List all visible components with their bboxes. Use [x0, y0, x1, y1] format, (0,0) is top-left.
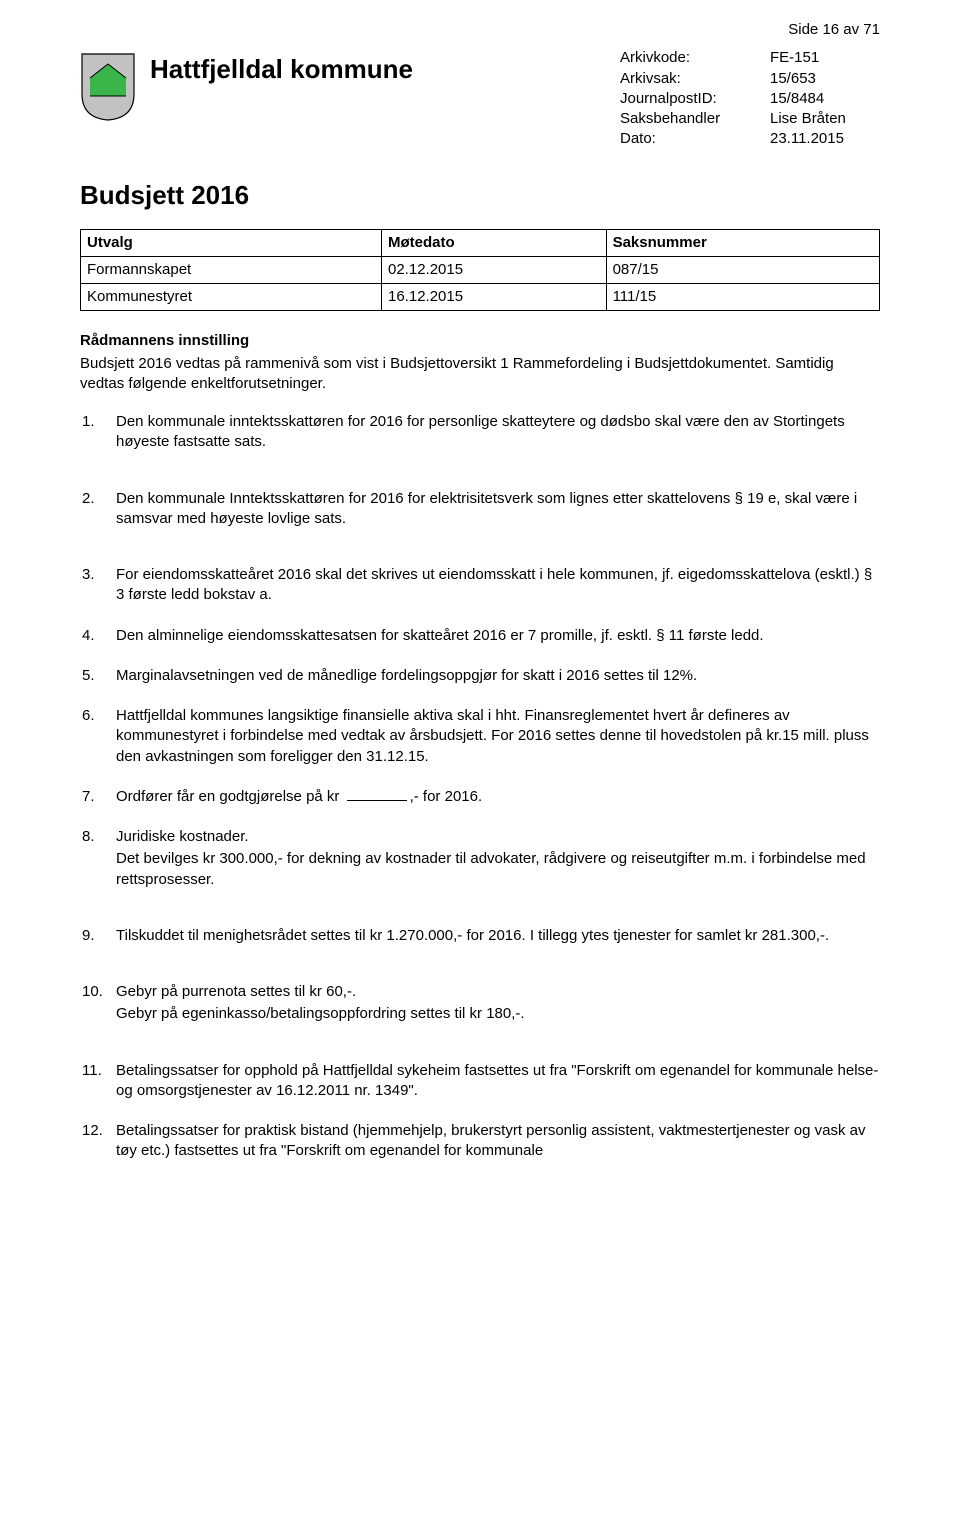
document-meta: Arkivkode:FE-151Arkivsak:15/653Journalpo…	[620, 48, 880, 149]
municipality-shield-icon	[80, 52, 136, 128]
list-item: 3.For eiendomsskatteåret 2016 skal det s…	[110, 565, 880, 606]
table-cell: 02.12.2015	[382, 256, 607, 283]
item-number: 10.	[82, 982, 103, 1002]
item-text: Betalingssatser for opphold på Hattfjell…	[116, 1062, 878, 1099]
intro-paragraph: Budsjett 2016 vedtas på rammenivå som vi…	[80, 354, 880, 395]
list-item: 4.Den alminnelige eiendomsskattesatsen f…	[110, 626, 880, 646]
list-item: 10.Gebyr på purrenota settes til kr 60,-…	[110, 982, 880, 1025]
table-cell: 111/15	[606, 284, 879, 311]
item-subtext: Gebyr på egeninkasso/betalingsoppfordrin…	[116, 1004, 880, 1024]
item-text: Marginalavsetningen ved de månedlige for…	[116, 667, 697, 684]
meta-row: Arkivkode: FE-151	[620, 48, 880, 68]
list-item: 2.Den kommunale Inntektsskattøren for 20…	[110, 489, 880, 530]
item-subtext: Det bevilges kr 300.000,- for dekning av…	[116, 849, 880, 890]
item-number: 6.	[82, 706, 95, 726]
meta-value: 23.11.2015	[770, 129, 880, 149]
item-number: 9.	[82, 926, 95, 946]
meta-label: JournalpostID:	[620, 89, 740, 109]
table-cell: Kommunestyret	[81, 284, 382, 311]
table-row: Kommunestyret16.12.2015111/15	[81, 284, 880, 311]
item-number: 4.	[82, 626, 95, 646]
item-text: Juridiske kostnader.	[116, 828, 249, 845]
list-item: 5.Marginalavsetningen ved de månedlige f…	[110, 666, 880, 686]
committee-table: UtvalgMøtedatoSaksnummer Formannskapet02…	[80, 229, 880, 312]
table-header: Møtedato	[382, 229, 607, 256]
list-item: 6.Hattfjelldal kommunes langsiktige fina…	[110, 706, 880, 767]
table-header: Utvalg	[81, 229, 382, 256]
meta-value: Lise Bråten	[770, 109, 880, 129]
item-text: Tilskuddet til menighetsrådet settes til…	[116, 927, 829, 944]
resolution-list: 1. Den kommunale inntektsskattøren for 20…	[80, 412, 880, 1162]
list-item: 8.Juridiske kostnader.Det bevilges kr 30…	[110, 827, 880, 890]
meta-value: 15/653	[770, 69, 880, 89]
item-number: 8.	[82, 827, 95, 847]
list-item: 7.Ordfører får en godtgjørelse på kr ,- …	[110, 787, 880, 807]
list-item: 1.Den kommunale inntektsskattøren for 20…	[110, 412, 880, 453]
item-number: 7.	[82, 787, 95, 807]
meta-row: Dato: 23.11.2015	[620, 129, 880, 149]
item-number: 12.	[82, 1121, 103, 1141]
document-page: Side 16 av 71 Hattfjelldal kommune Arkiv…	[40, 0, 920, 1222]
meta-value: FE-151	[770, 48, 880, 68]
meta-label: Arkivsak:	[620, 69, 740, 89]
meta-value: 15/8484	[770, 89, 880, 109]
meta-label: Dato:	[620, 129, 740, 149]
item-text: Gebyr på purrenota settes til kr 60,-.	[116, 983, 356, 1000]
table-cell: 087/15	[606, 256, 879, 283]
item-text: ,- for 2016.	[410, 788, 483, 805]
item-number: 2.	[82, 489, 95, 509]
table-row: Formannskapet02.12.2015087/15	[81, 256, 880, 283]
meta-row: Saksbehandler Lise Bråten	[620, 109, 880, 129]
item-number: 3.	[82, 565, 95, 585]
item-number: 1.	[82, 412, 95, 432]
table-cell: Formannskapet	[81, 256, 382, 283]
item-number: 11.	[82, 1061, 102, 1081]
item-text: Betalingssatser for praktisk bistand (hj…	[116, 1122, 866, 1159]
meta-row: Arkivsak: 15/653	[620, 69, 880, 89]
meta-label: Arkivkode:	[620, 48, 740, 68]
list-item: 9.Tilskuddet til menighetsrådet settes t…	[110, 926, 880, 946]
item-text: Den kommunale inntektsskattøren for 2016…	[116, 413, 845, 450]
item-text: Hattfjelldal kommunes langsiktige finans…	[116, 707, 869, 765]
page-indicator: Side 16 av 71	[80, 20, 880, 40]
table-cell: 16.12.2015	[382, 284, 607, 311]
recommendation-heading: Rådmannens innstilling	[80, 331, 880, 351]
municipality-name: Hattfjelldal kommune	[150, 48, 606, 87]
item-text: For eiendomsskatteåret 2016 skal det skr…	[116, 566, 872, 603]
meta-row: JournalpostID: 15/8484	[620, 89, 880, 109]
document-title: Budsjett 2016	[80, 178, 880, 213]
document-header-row: Hattfjelldal kommune Arkivkode:FE-151Ark…	[80, 48, 880, 149]
table-header: Saksnummer	[606, 229, 879, 256]
item-text: Ordfører får en godtgjørelse på kr	[116, 788, 344, 805]
item-text: Den kommunale Inntektsskattøren for 2016…	[116, 490, 857, 527]
blank-field	[347, 800, 407, 801]
item-number: 5.	[82, 666, 95, 686]
meta-label: Saksbehandler	[620, 109, 740, 129]
list-item: 11.Betalingssatser for opphold på Hattfj…	[110, 1061, 880, 1102]
item-text: Den alminnelige eiendomsskattesatsen for…	[116, 627, 764, 644]
list-item: 12.Betalingssatser for praktisk bistand …	[110, 1121, 880, 1162]
